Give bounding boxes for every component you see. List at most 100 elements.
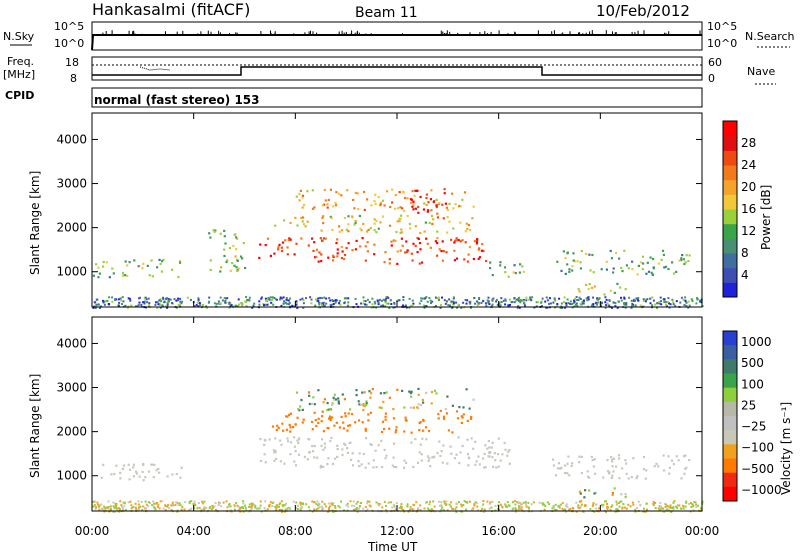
echo-pixel (412, 242, 415, 245)
echo-pixel (324, 199, 327, 202)
ground-scatter-pixel (155, 301, 157, 304)
echo-pixel (416, 236, 419, 240)
echo-pixel (564, 464, 567, 467)
ground-scatter-pixel (104, 300, 107, 303)
echo-pixel (484, 444, 487, 447)
echo-pixel (158, 258, 161, 261)
ground-scatter-pixel (563, 301, 565, 304)
echo-pixel (556, 467, 560, 470)
ground-scatter-pixel (159, 500, 162, 503)
echo-pixel (336, 248, 339, 251)
ground-scatter-pixel (272, 303, 275, 306)
echo-pixel (396, 388, 399, 391)
ground-scatter-pixel (154, 303, 157, 306)
echo-pixel (579, 261, 582, 264)
echo-pixel (441, 461, 444, 464)
ground-scatter-pixel (527, 298, 530, 301)
ground-scatter-pixel (299, 509, 302, 512)
ground-scatter-pixel (157, 303, 160, 306)
ground-scatter-pixel (109, 505, 112, 508)
echo-pixel (409, 198, 412, 201)
ground-scatter-pixel (670, 510, 673, 513)
ground-scatter-pixel (334, 299, 337, 302)
ground-scatter-pixel (158, 299, 161, 302)
ground-scatter-pixel (115, 504, 118, 507)
echo-pixel (451, 192, 454, 195)
echo-pixel (234, 255, 237, 258)
ground-scatter-pixel (430, 302, 432, 305)
echo-pixel (358, 452, 361, 455)
echo-pixel (244, 266, 247, 270)
echo-pixel (324, 237, 327, 240)
echo-pixel (418, 242, 422, 245)
ground-scatter-pixel (699, 300, 702, 303)
ground-scatter-pixel (520, 506, 523, 509)
ground-scatter-pixel (353, 505, 356, 508)
ground-scatter-pixel (210, 508, 213, 511)
echo-pixel (263, 453, 266, 456)
freq-panel (91, 56, 703, 81)
ground-scatter-pixel (504, 503, 507, 506)
echo-pixel (618, 457, 621, 460)
echo-pixel (365, 437, 368, 440)
echo-pixel (562, 250, 565, 253)
echo-pixel (311, 428, 314, 431)
ground-scatter-pixel (244, 300, 247, 303)
ground-scatter-pixel (343, 509, 345, 512)
ground-scatter-pixel (571, 507, 574, 510)
echo-pixel (330, 216, 333, 220)
ground-scatter-pixel (373, 300, 376, 303)
echo-pixel (345, 246, 348, 250)
ground-scatter-pixel (108, 296, 111, 299)
echo-pixel (388, 258, 391, 261)
echo-pixel (289, 238, 292, 241)
ground-scatter-pixel (679, 301, 682, 304)
ground-scatter-pixel (106, 299, 109, 302)
echo-pixel (445, 412, 448, 415)
ground-scatter-pixel (270, 301, 273, 304)
echo-pixel (419, 232, 422, 235)
echo-pixel (381, 430, 384, 434)
echo-pixel (641, 255, 645, 258)
velocity-colorbar-segment (723, 486, 737, 502)
echo-pixel (166, 475, 169, 478)
echo-pixel (346, 451, 349, 454)
ground-scatter-pixel (230, 304, 233, 307)
ground-scatter-pixel (368, 504, 371, 507)
ground-scatter-pixel (609, 508, 612, 511)
echo-pixel (399, 206, 402, 209)
ground-scatter-pixel (197, 298, 200, 301)
ground-scatter-pixel (197, 297, 200, 300)
ground-scatter-pixel (378, 298, 381, 301)
ground-scatter-pixel (233, 508, 236, 511)
ground-scatter-pixel (542, 503, 544, 506)
echo-pixel (594, 491, 597, 494)
ground-scatter-pixel (222, 501, 225, 504)
echo-pixel (367, 413, 370, 416)
echo-pixel (560, 466, 563, 469)
ground-scatter-pixel (240, 506, 243, 509)
echo-pixel (409, 406, 412, 409)
beam-title: Beam 11 (355, 5, 418, 21)
power-colorbar-tick: 28 (741, 136, 756, 150)
echo-pixel (316, 456, 319, 459)
ground-scatter-pixel (682, 298, 685, 301)
ground-scatter-pixel (278, 508, 281, 511)
ground-scatter-pixel (319, 296, 322, 299)
echo-pixel (435, 392, 438, 395)
echo-pixel (452, 227, 455, 230)
echo-pixel (342, 427, 345, 430)
echo-pixel (121, 467, 124, 470)
ground-scatter-pixel (266, 508, 269, 511)
ground-scatter-pixel (321, 500, 324, 503)
echo-pixel (588, 283, 591, 286)
ground-scatter-pixel (428, 297, 431, 299)
echo-pixel (665, 265, 668, 268)
echo-pixel (152, 476, 155, 479)
echo-pixel (354, 248, 357, 251)
echo-pixel (311, 237, 314, 240)
ground-scatter-pixel (385, 297, 387, 300)
echo-pixel (225, 260, 228, 264)
ground-scatter-pixel (202, 502, 205, 505)
echo-pixel (461, 239, 464, 242)
